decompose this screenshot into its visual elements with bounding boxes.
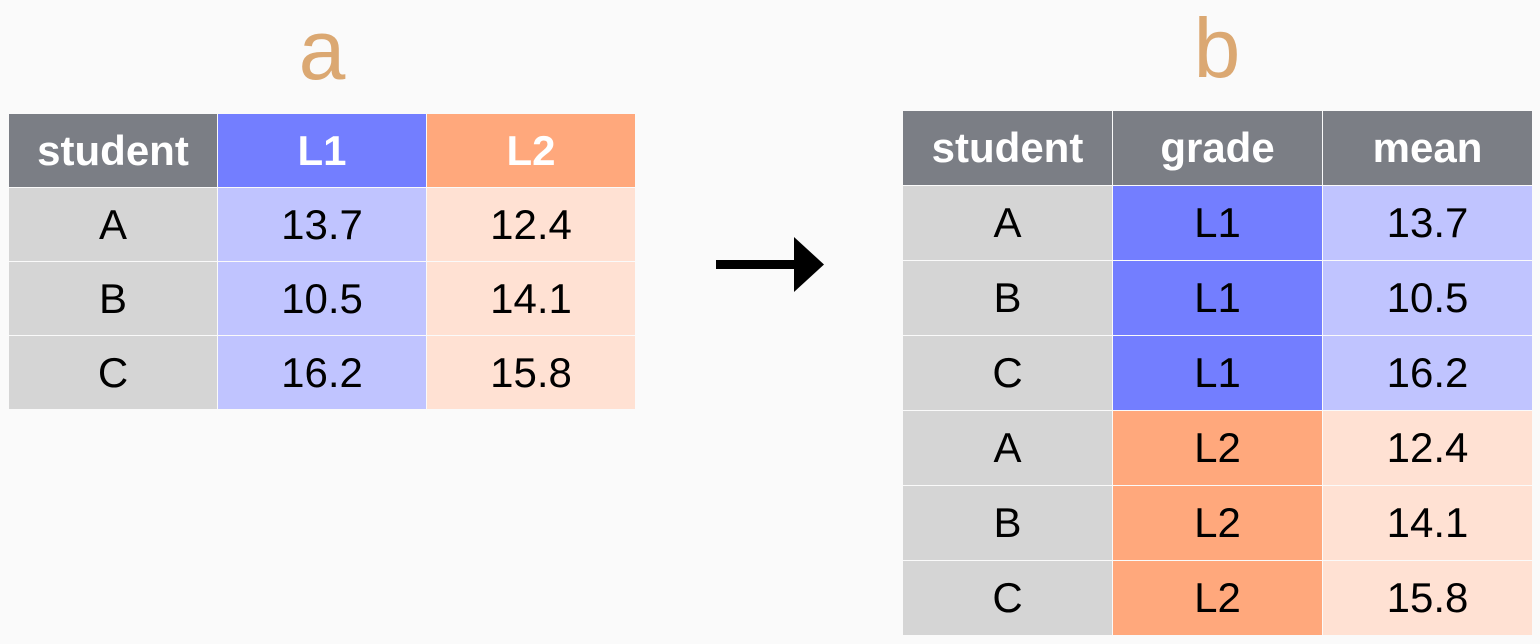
student-cell: A — [8, 187, 218, 262]
grade-cell: L2 — [1112, 410, 1323, 486]
student-cell: B — [902, 260, 1113, 336]
wide-table: student L1 L2 A 13.7 12.4 B 10.5 14.1 C … — [8, 113, 636, 410]
table-row: A L1 13.7 — [902, 185, 1533, 261]
table-row: B L2 14.1 — [902, 485, 1533, 561]
long-table: student grade mean A L1 13.7 B L1 10.5 C… — [902, 110, 1533, 636]
mean-cell: 10.5 — [1322, 260, 1533, 336]
mean-cell: 15.8 — [1322, 560, 1533, 636]
student-cell: C — [8, 335, 218, 410]
table-header-row: student L1 L2 — [8, 113, 636, 188]
l1-value-cell: 16.2 — [217, 335, 427, 410]
grade-cell: L1 — [1112, 335, 1323, 411]
column-header-l2: L2 — [426, 113, 636, 188]
column-header-mean: mean — [1322, 110, 1533, 186]
student-cell: C — [902, 560, 1113, 636]
mean-cell: 16.2 — [1322, 335, 1533, 411]
panel-b-label: b — [1193, 1, 1241, 95]
l1-value-cell: 13.7 — [217, 187, 427, 262]
student-cell: A — [902, 410, 1113, 486]
student-cell: A — [902, 185, 1113, 261]
l1-value-cell: 10.5 — [217, 261, 427, 336]
grade-cell: L1 — [1112, 260, 1323, 336]
mean-cell: 14.1 — [1322, 485, 1533, 561]
student-cell: B — [902, 485, 1113, 561]
column-header-student: student — [902, 110, 1113, 186]
column-header-student: student — [8, 113, 218, 188]
panel-a-label: a — [298, 3, 346, 97]
grade-cell: L2 — [1112, 485, 1323, 561]
student-cell: C — [902, 335, 1113, 411]
column-header-l1: L1 — [217, 113, 427, 188]
table-row: B L1 10.5 — [902, 260, 1533, 336]
mean-cell: 12.4 — [1322, 410, 1533, 486]
table-row: C 16.2 15.8 — [8, 335, 636, 410]
column-header-grade: grade — [1112, 110, 1323, 186]
l2-value-cell: 15.8 — [426, 335, 636, 410]
l2-value-cell: 14.1 — [426, 261, 636, 336]
grade-cell: L2 — [1112, 560, 1323, 636]
table-row: A L2 12.4 — [902, 410, 1533, 486]
table-header-row: student grade mean — [902, 110, 1533, 186]
student-cell: B — [8, 261, 218, 336]
mean-cell: 13.7 — [1322, 185, 1533, 261]
table-row: C L2 15.8 — [902, 560, 1533, 636]
table-row: B 10.5 14.1 — [8, 261, 636, 336]
table-row: A 13.7 12.4 — [8, 187, 636, 262]
grade-cell: L1 — [1112, 185, 1323, 261]
l2-value-cell: 12.4 — [426, 187, 636, 262]
table-row: C L1 16.2 — [902, 335, 1533, 411]
right-arrow-icon — [716, 237, 824, 292]
